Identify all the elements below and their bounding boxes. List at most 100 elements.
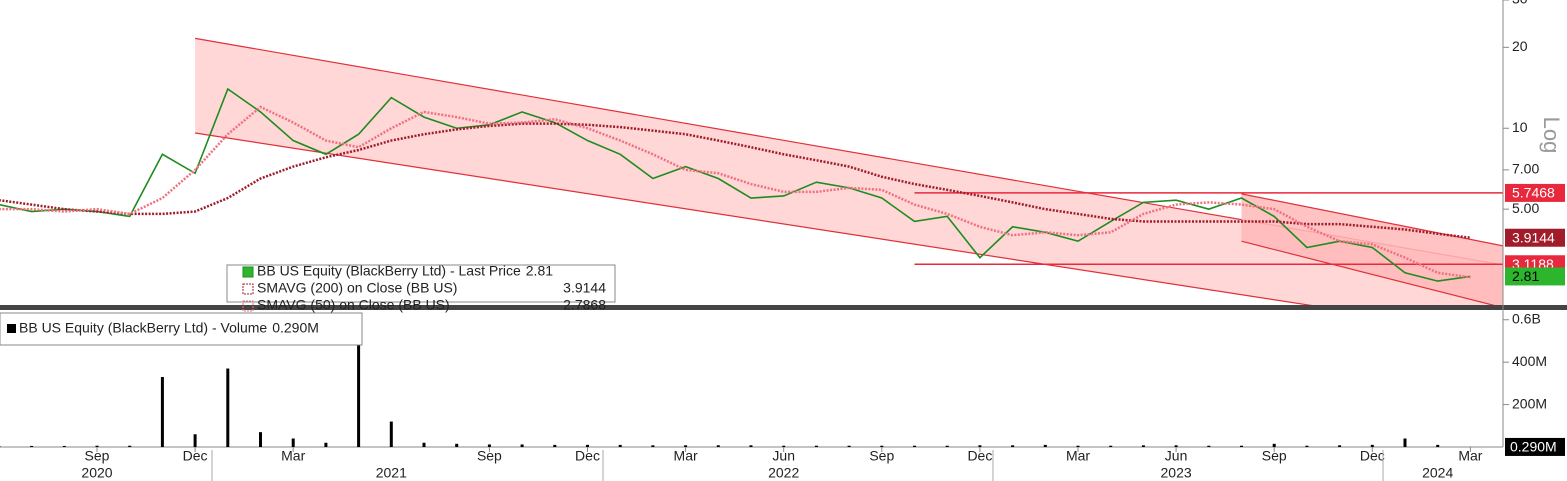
volume-bar: [913, 445, 916, 447]
year-label: 2020: [81, 465, 112, 481]
volume-bar: [553, 444, 557, 447]
volume-bar: [95, 445, 99, 447]
volume-bar: [1272, 443, 1276, 447]
channel-line: [195, 132, 1313, 305]
price-label-box: [1505, 267, 1565, 286]
x-tick-label: Mar: [281, 448, 305, 464]
volume-bar: [1240, 445, 1243, 447]
volume-bar: [160, 377, 164, 447]
price-panel: [0, 37, 1503, 305]
year-label: 2023: [1161, 465, 1192, 481]
volume-bar: [684, 445, 688, 447]
price-label: 5.7468: [1512, 185, 1555, 201]
volume-last-label: 0.290M: [1510, 439, 1557, 455]
x-tick-label: Mar: [1458, 448, 1482, 464]
legend-value: 3.9144: [563, 280, 606, 296]
channel-fill: [195, 38, 1503, 305]
y-tick-label: 7.00: [1512, 161, 1539, 177]
x-tick-label: Mar: [1066, 448, 1090, 464]
volume-y-tick-label: 400M: [1512, 353, 1547, 369]
volume-legend-value: 0.290M: [272, 320, 319, 336]
price-label-box: [1505, 228, 1565, 247]
price-line: [0, 105, 1471, 279]
x-tick-label: Dec: [183, 448, 208, 464]
volume-legend-swatch: [7, 324, 16, 333]
x-tick-label: Sep: [477, 448, 502, 464]
legend-swatch: [242, 283, 254, 295]
legend-label: SMAVG (50) on Close (BB US): [257, 297, 450, 313]
legend-value: 2.7868: [563, 297, 606, 313]
year-label: 2022: [768, 465, 799, 481]
volume-bar: [814, 445, 818, 447]
volume-bar: [128, 445, 132, 447]
volume-bar: [1207, 445, 1211, 447]
volume-bar: [30, 445, 34, 447]
legend-swatch: [242, 300, 254, 312]
volume-bar: [62, 445, 66, 447]
legend-value: 2.81: [526, 263, 553, 279]
volume-bar: [880, 445, 884, 447]
y-tick-label: 10: [1512, 119, 1528, 135]
axes: 3020107.005.005.74683.11882.813.91440.6B…: [81, 0, 1565, 481]
volume-bar: [487, 444, 491, 447]
volume-bar: [1370, 444, 1374, 447]
legend-label: SMAVG (200) on Close (BB US): [257, 280, 457, 296]
volume-bar: [1436, 444, 1440, 447]
y-tick-label: 5.00: [1512, 200, 1539, 216]
volume-bar: [1109, 445, 1113, 447]
volume-bar: [291, 438, 295, 447]
volume-bar: [357, 332, 361, 447]
legend: BB US Equity (BlackBerry Ltd) - Last Pri…: [0, 263, 616, 346]
price-line: [0, 122, 1471, 239]
volume-bar: [1011, 445, 1015, 447]
volume-bar: [1338, 445, 1342, 447]
volume-bar: [389, 421, 393, 447]
volume-legend-box: [0, 312, 363, 346]
volume-bar: [847, 445, 851, 447]
x-tick-label: Sep: [1262, 448, 1287, 464]
volume-bar: [1305, 445, 1309, 447]
volume-y-tick-label: 0.6B: [1512, 310, 1541, 326]
volume-bar: [618, 444, 622, 447]
channel-line: [1241, 193, 1503, 247]
x-tick-label: Jun: [772, 448, 795, 464]
legend-swatch: [242, 266, 254, 278]
year-label: 2024: [1422, 465, 1453, 481]
volume-bar: [945, 445, 949, 447]
price-label: 2.81: [1512, 268, 1539, 284]
volume-bar: [1403, 438, 1407, 447]
channel-line: [1241, 240, 1495, 305]
volume-bar: [324, 442, 328, 447]
volume-bar: [520, 444, 524, 447]
volume-bar: [586, 444, 589, 447]
volume-bar: [749, 445, 753, 447]
y-tick-label: 20: [1512, 38, 1528, 54]
volume-legend-label: BB US Equity (BlackBerry Ltd) - Volume: [19, 320, 267, 336]
volume-bar: [1076, 445, 1080, 447]
legend-box: [226, 264, 616, 303]
volume-bar: [651, 445, 655, 447]
volume-bar: [978, 445, 982, 447]
x-tick-label: Sep: [85, 448, 110, 464]
volume-bar: [226, 368, 230, 447]
volume-last-box: [1505, 437, 1565, 456]
x-tick-label: Dec: [967, 448, 992, 464]
volume-panel: [0, 332, 1472, 447]
volume-bar: [1174, 445, 1178, 447]
x-tick-label: Jun: [1165, 448, 1188, 464]
volume-bar: [422, 442, 426, 447]
x-tick-label: Mar: [674, 448, 698, 464]
volume-bar: [259, 432, 262, 447]
y-tick-label: 30: [1512, 0, 1528, 7]
price-label-box: [1505, 183, 1565, 202]
channel-fill: [1241, 193, 1503, 305]
volume-bar: [193, 434, 197, 447]
volume-bar: [1043, 444, 1047, 447]
volume-bar: [1141, 445, 1145, 447]
x-tick-label: Sep: [869, 448, 894, 464]
year-label: 2021: [376, 465, 407, 481]
volume-bar: [455, 443, 459, 447]
price-label: 3.9144: [1512, 229, 1555, 245]
log-label: Log: [1539, 117, 1564, 154]
